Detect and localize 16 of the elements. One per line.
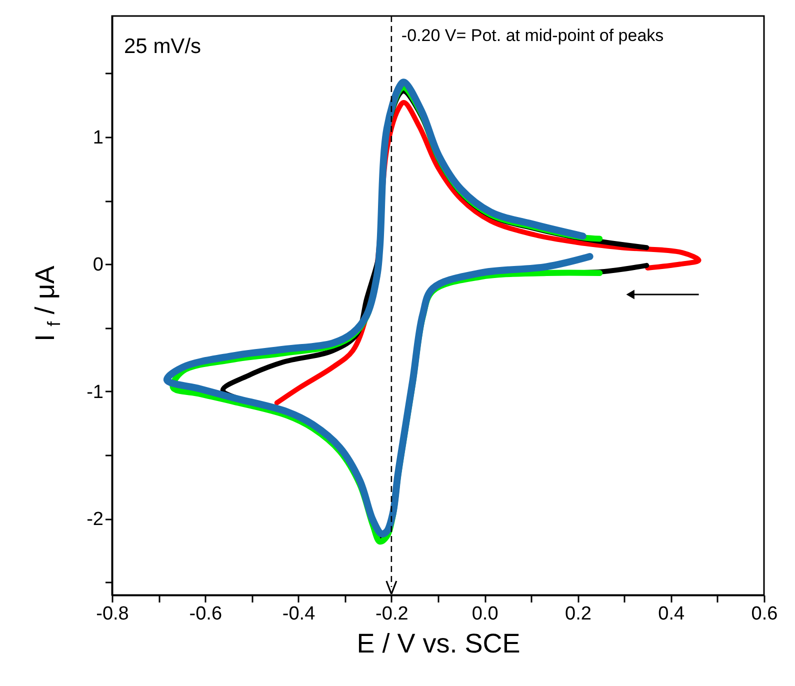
x-tick-label: 0.2 [565,604,592,624]
y-tick-label: 1 [92,127,104,148]
x-tick-label: -0.6 [189,604,222,624]
y-tick-label: 0 [92,254,104,276]
x-tick-label: 0.0 [472,604,498,624]
x-tick-label: -0.4 [282,604,316,624]
x-tick-label: 0.4 [658,604,685,624]
x-tick-label: -0.2 [376,604,408,624]
annotation: 25 mV/s [124,35,202,58]
y-tick-label: -2 [86,509,104,530]
x-axis-title: E / V vs. SCE [356,628,520,658]
x-tick-label: -0.8 [96,604,129,624]
y-axis-title: If / μA [30,266,64,342]
x-tick-label: 0.6 [751,604,778,624]
ref-line-label: -0.20 V= Pot. at mid-point of peaks [401,26,664,45]
y-tick-label: -1 [86,382,104,403]
